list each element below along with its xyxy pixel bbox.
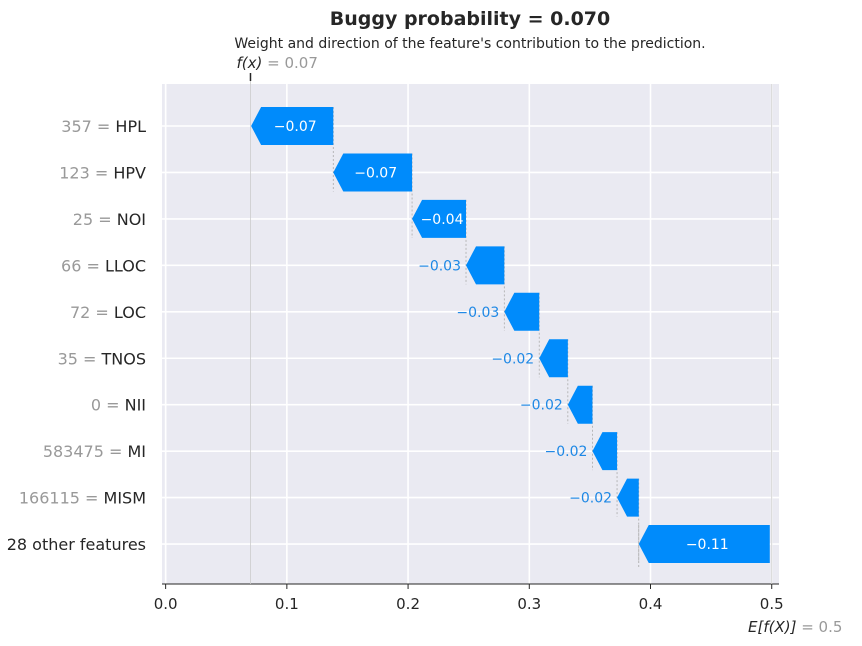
bar-28-other-features — [638, 525, 770, 564]
x-axis: 0.0 0.1 0.2 0.3 0.4 0.5 — [154, 583, 784, 613]
y-axis-labels: 357 = HPL 123 = HPV 25 = NOI 66 = LLOC 72 = … — [7, 117, 146, 554]
bar-value-label: −0.04 — [421, 212, 464, 228]
base-marker: E[f(X)] = 0.5 — [748, 84, 842, 636]
bar-mi — [592, 432, 618, 471]
y-label-28-other-features: 28 other features — [7, 535, 146, 554]
bar-mism — [617, 478, 639, 517]
bar-labels: −0.07 −0.07 −0.04 −0.03 −0.03 −0.02 −0.02 −0.02… — [274, 119, 729, 553]
bar-value-label: −0.02 — [520, 398, 563, 414]
x-tick-label: 0.1 — [275, 595, 299, 613]
bars — [251, 107, 770, 564]
x-tick-label: 0.5 — [760, 595, 784, 613]
fx-text: f(x) = 0.07 — [236, 54, 317, 72]
bar-value-label: −0.11 — [686, 537, 729, 553]
connector-lines — [332, 107, 640, 570]
x-tick-label: 0.4 — [639, 595, 663, 613]
chart-subtitle: Weight and direction of the feature's co… — [234, 36, 705, 52]
bar-tnos — [539, 339, 568, 378]
y-label-loc: 72 = LOC — [70, 303, 146, 322]
bar-value-label: −0.02 — [491, 351, 534, 367]
bar-value-label: −0.02 — [569, 491, 612, 507]
bar-value-label: −0.07 — [354, 165, 397, 181]
y-label-noi: 25 = NOI — [73, 210, 146, 229]
bar-lloc — [466, 246, 505, 285]
bar-value-label: −0.03 — [456, 305, 499, 321]
bar-hpl — [251, 107, 334, 145]
bar-hpv — [333, 153, 413, 192]
y-label-hpl: 357 = HPL — [61, 117, 146, 136]
y-label-lloc: 66 = LLOC — [61, 256, 146, 275]
bar-value-label: −0.03 — [418, 258, 461, 274]
y-label-mism: 166115 = MISM — [19, 489, 146, 508]
bar-loc — [504, 292, 540, 331]
bar-value-label: −0.07 — [274, 119, 317, 135]
y-label-nii: 0 = NII — [91, 396, 146, 415]
x-tick-label: 0.0 — [154, 595, 178, 613]
plot-background — [162, 84, 779, 584]
chart-title: Buggy probability = 0.070 — [330, 8, 611, 30]
x-tick-label: 0.2 — [396, 595, 420, 613]
bar-nii — [567, 385, 593, 424]
bar-noi — [412, 199, 467, 238]
y-label-tnos: 35 = TNOS — [58, 349, 146, 368]
base-text: E[f(X)] = 0.5 — [748, 618, 842, 636]
bar-value-label: −0.02 — [545, 444, 588, 460]
x-tick-label: 0.3 — [517, 595, 541, 613]
y-label-mi: 583475 = MI — [43, 442, 146, 461]
y-label-hpv: 123 = HPV — [59, 163, 146, 182]
fx-marker: f(x) = 0.07 — [236, 54, 318, 584]
